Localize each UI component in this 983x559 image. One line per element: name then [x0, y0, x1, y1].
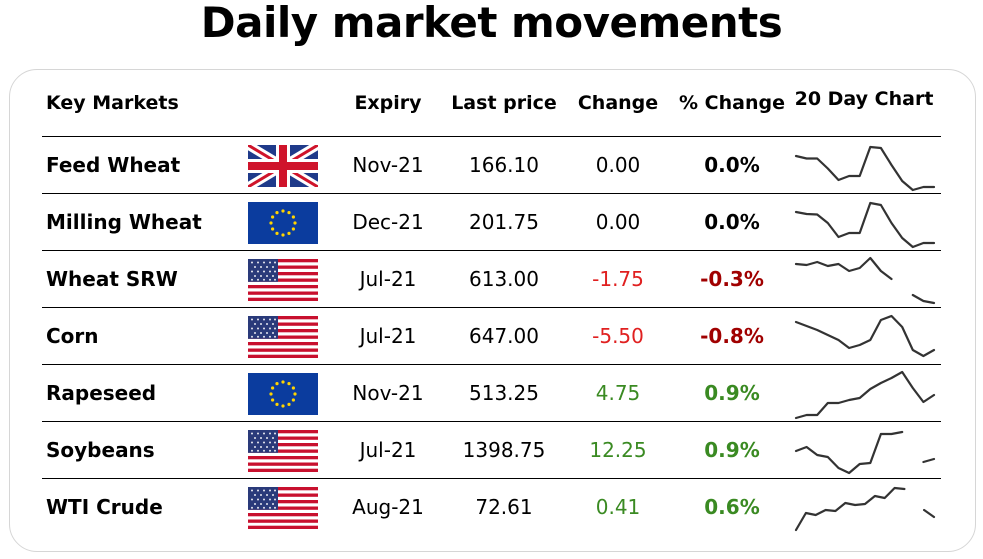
expiry-value: Aug-21 — [352, 495, 424, 519]
header-expiry: Expiry — [354, 92, 422, 114]
change-value: 0.00 — [595, 210, 641, 234]
pct-change-value: -0.8% — [700, 324, 764, 348]
us-flag-icon — [248, 487, 318, 529]
sparkline-20-day — [794, 370, 936, 420]
header-last-price: Last price — [451, 92, 557, 114]
table-row-rapeseed: Rapeseed Nov-21 513.25 4.75 0.9% — [42, 364, 941, 421]
sparkline-path — [794, 145, 936, 192]
header-key-markets: Key Markets — [46, 92, 179, 114]
sparkline-path — [794, 430, 936, 475]
sparkline-20-day — [794, 201, 936, 249]
market-name: Wheat SRW — [46, 267, 178, 291]
change-value: 0.00 — [595, 153, 641, 177]
market-table-card — [9, 69, 976, 552]
us-flag-icon — [248, 259, 318, 301]
change-value: -5.50 — [592, 324, 644, 348]
expiry-value: Jul-21 — [359, 324, 417, 348]
last-price-value: 1398.75 — [462, 438, 546, 462]
sparkline-path — [794, 486, 936, 532]
sparkline-path — [794, 370, 936, 420]
sparkline-20-day — [794, 430, 936, 475]
uk-flag-icon — [248, 145, 318, 187]
pct-change-value: 0.0% — [704, 210, 760, 234]
pct-change-value: 0.0% — [704, 153, 760, 177]
market-name: WTI Crude — [46, 495, 163, 519]
header-change: Change — [577, 92, 659, 114]
last-price-value: 166.10 — [469, 153, 539, 177]
market-name: Rapeseed — [46, 381, 157, 405]
last-price-value: 613.00 — [469, 267, 539, 291]
eu-flag-icon — [248, 373, 318, 415]
pct-change-value: 0.9% — [704, 381, 760, 405]
sparkline-20-day — [794, 145, 936, 192]
last-price-value: 72.61 — [475, 495, 533, 519]
change-value: 4.75 — [595, 381, 641, 405]
eu-flag-icon — [248, 202, 318, 244]
last-price-value: 201.75 — [469, 210, 539, 234]
page-title: Daily market movements — [200, 0, 783, 47]
sparkline-path — [794, 256, 936, 305]
expiry-value: Jul-21 — [359, 438, 417, 462]
table-row-wti-crude: WTI Crude Aug-21 72.61 0.41 0.6% — [42, 478, 941, 535]
expiry-value: Nov-21 — [352, 381, 424, 405]
market-name: Corn — [46, 324, 99, 348]
table-body: Feed Wheat Nov-21 166.10 0.00 0.0% Milling Wh… — [42, 136, 941, 535]
change-value: -1.75 — [592, 267, 644, 291]
table-row-milling-wheat: Milling Wheat Dec-21 201.75 0.00 0.0% — [42, 193, 941, 250]
sparkline-20-day — [794, 256, 936, 305]
expiry-value: Nov-21 — [352, 153, 424, 177]
us-flag-icon — [248, 430, 318, 472]
table-row-feed-wheat: Feed Wheat Nov-21 166.10 0.00 0.0% — [42, 136, 941, 193]
pct-change-value: 0.6% — [704, 495, 760, 519]
market-name: Soybeans — [46, 438, 155, 462]
last-price-value: 513.25 — [469, 381, 539, 405]
change-value: 12.25 — [589, 438, 647, 462]
expiry-value: Dec-21 — [352, 210, 424, 234]
last-price-value: 647.00 — [469, 324, 539, 348]
sparkline-path — [794, 201, 936, 249]
pct-change-value: -0.3% — [700, 267, 764, 291]
sparkline-20-day — [794, 314, 936, 358]
table-header: Key Markets Expiry Last price Change % C… — [42, 80, 941, 136]
header-pct-change: % Change — [679, 92, 785, 114]
sparkline-path — [794, 314, 936, 358]
table-row-corn: Corn Jul-21 647.00 -5.50 -0.8% — [42, 307, 941, 364]
market-name: Milling Wheat — [46, 210, 202, 234]
table-row-wheat-srw: Wheat SRW Jul-21 613.00 -1.75 -0.3% — [42, 250, 941, 307]
market-name: Feed Wheat — [46, 153, 181, 177]
table-row-soybeans: Soybeans Jul-21 1398.75 12.25 0.9% — [42, 421, 941, 478]
sparkline-20-day — [794, 486, 936, 532]
change-value: 0.41 — [595, 495, 641, 519]
expiry-value: Jul-21 — [359, 267, 417, 291]
pct-change-value: 0.9% — [704, 438, 760, 462]
us-flag-icon — [248, 316, 318, 358]
header-20-day-chart: 20 Day Chart — [794, 88, 934, 110]
